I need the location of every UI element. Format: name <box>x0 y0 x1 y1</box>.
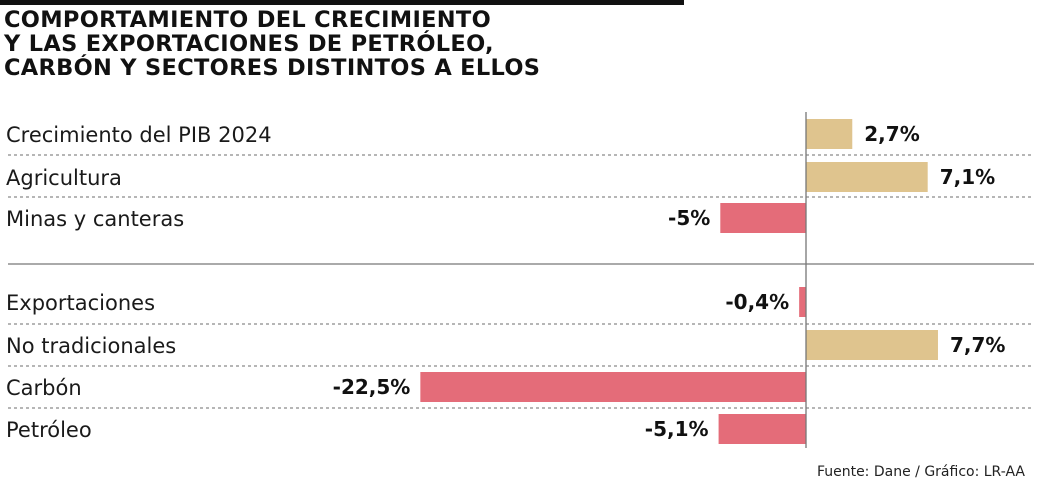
title-line-2: Y LAS EXPORTACIONES DE PETRÓLEO, <box>4 31 494 57</box>
row-dividers <box>8 154 1034 409</box>
value-label: -0,4% <box>725 290 789 314</box>
value-labels: 2,7% 7,1% -5% -0,4% 7,7% -22,5% -5,1% <box>333 122 1006 441</box>
value-label: 2,7% <box>864 122 919 146</box>
bar-1 <box>806 119 853 149</box>
category-label: Minas y canteras <box>6 207 184 231</box>
bar-4 <box>799 287 806 317</box>
value-label: 7,7% <box>950 333 1005 357</box>
title-line-1: COMPORTAMIENTO DEL CRECIMIENTO <box>4 7 491 33</box>
bar-2 <box>806 162 928 192</box>
value-label: -5% <box>668 206 710 230</box>
top-rule <box>0 0 684 5</box>
bar-6 <box>420 372 806 402</box>
category-label: Carbón <box>6 376 82 400</box>
bars <box>420 119 938 444</box>
bar-3 <box>720 203 806 233</box>
category-label: Exportaciones <box>6 291 155 315</box>
value-label: 7,1% <box>940 165 995 189</box>
category-labels: Crecimiento del PIB 2024 Agricultura Minas… <box>6 123 272 442</box>
category-label: Agricultura <box>6 166 122 190</box>
category-label: No tradicionales <box>6 334 176 358</box>
value-label: -22,5% <box>333 375 411 399</box>
source-note: Fuente: Dane / Gráfico: LR-AA <box>816 464 1025 480</box>
category-label: Petróleo <box>6 418 92 442</box>
bar-7 <box>718 414 806 444</box>
value-label: -5,1% <box>645 417 709 441</box>
category-label: Crecimiento del PIB 2024 <box>6 123 272 147</box>
bar-5 <box>806 330 938 360</box>
title-line-3: CARBÓN Y SECTORES DISTINTOS A ELLOS <box>4 55 541 81</box>
chart-title: COMPORTAMIENTO DEL CRECIMIENTO Y LAS EXP… <box>4 8 540 80</box>
